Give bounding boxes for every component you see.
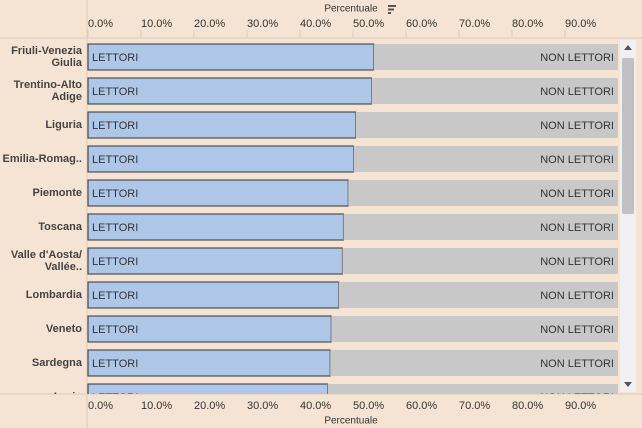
x-axis-title: Percentuale — [324, 416, 378, 427]
bar — [371, 78, 618, 104]
bar — [343, 214, 618, 240]
bar-label: LETTORI — [92, 392, 138, 404]
x-tick-label: 70.0% — [459, 400, 490, 412]
bar-label: NON LETTORI — [540, 52, 614, 64]
x-tick-label: 0.0% — [88, 400, 113, 412]
y-tick-label: Emilia-Romag.. — [2, 153, 82, 165]
bar — [355, 112, 618, 138]
plot: LETTORI NON LETTORI LETTORI NON LETTORI LETT… — [87, 43, 618, 404]
bar-label: NON LETTORI — [540, 86, 614, 98]
bar-label: LETTORI — [92, 86, 138, 98]
x-tick-label: 40.0% — [300, 400, 331, 412]
bar — [87, 111, 357, 139]
bar-label: LETTORI — [92, 188, 138, 200]
x-tick-label: 0.0% — [88, 18, 113, 30]
bar-label: LETTORI — [92, 358, 138, 370]
scroll-up[interactable] — [624, 45, 632, 50]
x-tick-label: 80.0% — [512, 18, 543, 30]
y-tick-label: Piemonte — [32, 187, 82, 199]
bar — [87, 43, 375, 71]
bar-label: NON LETTORI — [540, 290, 614, 302]
sort-icon[interactable] — [388, 5, 396, 14]
bar-label: LETTORI — [92, 154, 138, 166]
x-tick-label: 90.0% — [565, 18, 596, 30]
bar-label: NON LETTORI — [540, 154, 614, 166]
x-tick-label: 60.0% — [406, 400, 437, 412]
bar-label: NON LETTORI — [540, 324, 614, 336]
bar — [87, 213, 344, 241]
bar — [87, 383, 329, 394]
bar — [348, 180, 618, 206]
x-tick-label: 30.0% — [247, 18, 278, 30]
bar — [87, 315, 332, 343]
x-axis-title: Percentuale — [324, 4, 378, 15]
bar-label: NON LETTORI — [540, 222, 614, 234]
bar-label: NON LETTORI — [540, 392, 614, 404]
x-tick-label: 40.0% — [300, 18, 331, 30]
y-tick-label: Toscana — [38, 221, 82, 233]
x-tick-label: 70.0% — [459, 18, 490, 30]
bar-label: LETTORI — [92, 256, 138, 268]
bar-label: NON LETTORI — [540, 358, 614, 370]
bar — [373, 44, 618, 70]
bar — [342, 248, 618, 274]
x-tick-label: 60.0% — [406, 18, 437, 30]
scrollbar-thumb[interactable] — [622, 58, 634, 214]
category-labels: Friuli-Venezia Giulia Trentino-Alto Adige… — [0, 38, 86, 394]
bar — [331, 316, 618, 342]
x-tick-label: 50.0% — [353, 18, 384, 30]
bar-label: LETTORI — [92, 290, 138, 302]
x-tick-label: 50.0% — [353, 400, 384, 412]
bar-label: LETTORI — [92, 52, 138, 64]
bar-label: NON LETTORI — [540, 188, 614, 200]
bar-label: NON LETTORI — [540, 256, 614, 268]
x-tick-label: 20.0% — [194, 18, 225, 30]
bar — [87, 179, 349, 207]
bar — [330, 350, 618, 376]
y-tick-label: Valle d'Aosta/ Vallée.. — [10, 249, 82, 273]
bar — [87, 145, 355, 173]
x-tick-label: 80.0% — [512, 400, 543, 412]
y-tick-label: Sardegna — [31, 357, 82, 369]
bar-label: NON LETTORI — [540, 120, 614, 132]
x-tick-label: 20.0% — [194, 400, 225, 412]
x-tick-label: 90.0% — [565, 400, 596, 412]
x-tick-label: 10.0% — [141, 18, 172, 30]
y-tick-label: Liguria — [45, 119, 82, 131]
y-tick-label: Veneto — [45, 323, 82, 335]
y-tick-label: Lombardia — [25, 289, 82, 301]
bar-label: LETTORI — [92, 222, 138, 234]
bar — [87, 281, 340, 309]
y-tick-label: Lazio — [0, 391, 82, 394]
y-tick-label: Trentino-Alto Adige — [13, 79, 82, 103]
bar-label: LETTORI — [92, 324, 138, 336]
y-tick-label: Friuli-Venezia Giulia — [11, 45, 82, 69]
x-tick-label: 30.0% — [247, 400, 278, 412]
bar — [338, 282, 618, 308]
bar — [353, 146, 618, 172]
x-tick-label: 10.0% — [141, 400, 172, 412]
bar-label: LETTORI — [92, 120, 138, 132]
scroll-down[interactable] — [624, 382, 632, 387]
bar — [327, 384, 618, 394]
